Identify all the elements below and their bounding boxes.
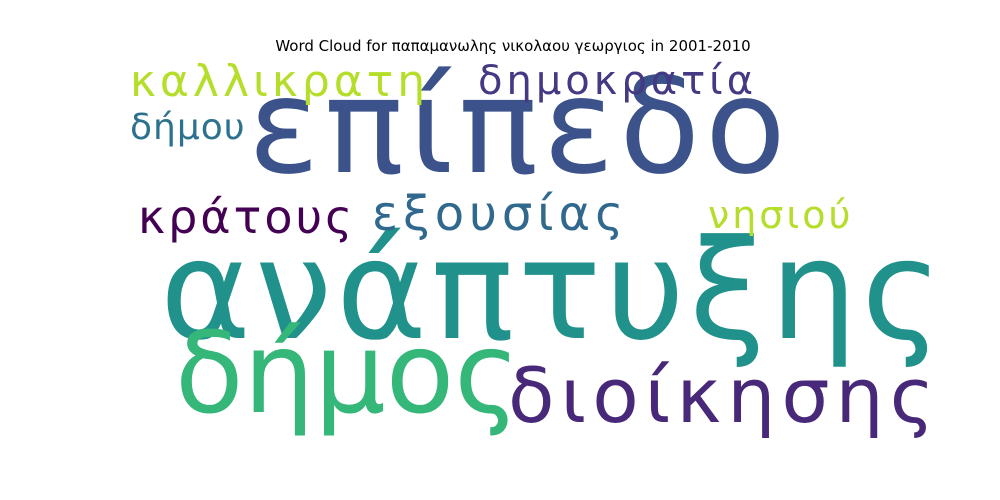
word-9: καλλικρατη <box>130 56 430 107</box>
word-2: επίπεδο <box>248 50 791 204</box>
chart-title: Word Cloud for παπαμανωλης νικολαου γεωρ… <box>275 37 751 55</box>
word-1: ανάπτυξης <box>160 210 947 371</box>
word-8: δημοκρατία <box>478 58 758 104</box>
word-4: διοίκησης <box>508 351 941 440</box>
word-6: κράτους <box>138 190 356 244</box>
word-10: δήμου <box>130 107 246 148</box>
word-3: δήμος <box>175 309 521 439</box>
word-7: νησιού <box>708 193 854 237</box>
word-5: εξουσίας <box>372 186 629 242</box>
